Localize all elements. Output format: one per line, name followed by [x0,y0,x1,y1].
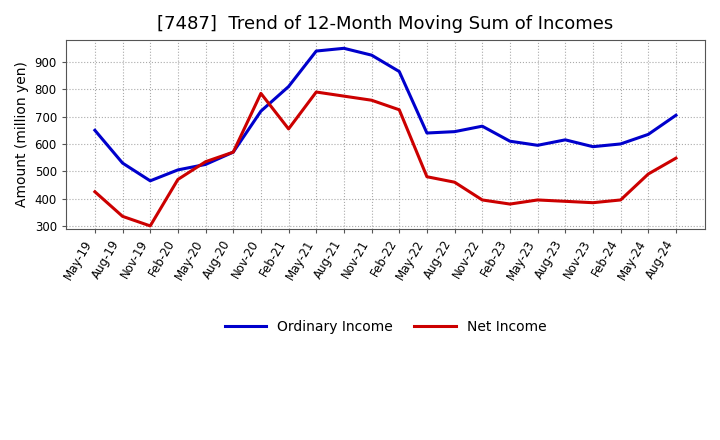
Net Income [340,93,348,99]
Ordinary Income [395,69,404,74]
Net Income [644,171,652,176]
Legend: Ordinary Income, Net Income: Ordinary Income, Net Income [219,315,552,340]
Net Income [91,189,99,194]
Net Income [202,159,210,165]
Y-axis label: Amount (million yen): Amount (million yen) [15,62,29,207]
Net Income [174,177,182,182]
Net Income [146,223,155,228]
Net Income [423,174,431,180]
Net Income [561,199,570,204]
Ordinary Income [505,139,514,144]
Ordinary Income [202,162,210,167]
Net Income [395,107,404,113]
Net Income [367,98,376,103]
Ordinary Income [256,109,265,114]
Ordinary Income [589,144,598,149]
Net Income [616,197,625,202]
Ordinary Income [229,150,238,155]
Net Income [256,91,265,96]
Net Income [284,126,293,132]
Net Income [589,200,598,205]
Net Income [478,197,487,202]
Ordinary Income [423,130,431,136]
Ordinary Income [367,52,376,58]
Ordinary Income [174,167,182,172]
Net Income [229,150,238,155]
Ordinary Income [146,178,155,183]
Ordinary Income [118,161,127,166]
Line: Net Income: Net Income [95,92,676,226]
Ordinary Income [284,84,293,89]
Ordinary Income [450,129,459,134]
Title: [7487]  Trend of 12-Month Moving Sum of Incomes: [7487] Trend of 12-Month Moving Sum of I… [157,15,613,33]
Net Income [118,214,127,219]
Net Income [505,202,514,207]
Line: Ordinary Income: Ordinary Income [95,48,676,181]
Ordinary Income [616,141,625,147]
Net Income [450,180,459,185]
Net Income [312,89,320,95]
Ordinary Income [644,132,652,137]
Ordinary Income [478,124,487,129]
Net Income [534,197,542,202]
Ordinary Income [672,113,680,118]
Ordinary Income [534,143,542,148]
Ordinary Income [91,128,99,133]
Ordinary Income [561,137,570,143]
Ordinary Income [340,46,348,51]
Ordinary Income [312,48,320,54]
Net Income [672,155,680,161]
